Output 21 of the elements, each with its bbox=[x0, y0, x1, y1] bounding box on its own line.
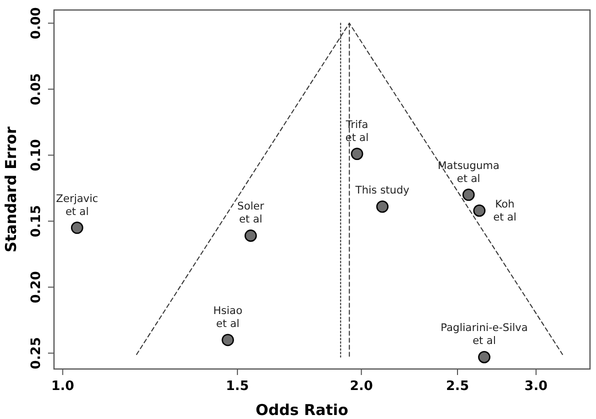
x-tick-label: 3.0 bbox=[524, 379, 548, 394]
x-tick-label: 1.0 bbox=[51, 379, 74, 394]
y-axis-title: Standard Error bbox=[2, 126, 20, 252]
annotation: Hsiao et al bbox=[213, 304, 242, 330]
annotation: This study bbox=[354, 184, 410, 197]
annotation: Pagliarini-e-Silva et al bbox=[440, 322, 528, 348]
annotation: Koh et al bbox=[493, 198, 516, 224]
y-tick-label: 0.05 bbox=[29, 73, 44, 106]
annotation: Trifa et al bbox=[344, 118, 369, 144]
x-axis-title: Odds Ratio bbox=[256, 401, 348, 419]
y-tick-label: 0.15 bbox=[29, 205, 44, 238]
annotation: Soler et al bbox=[237, 200, 265, 226]
annotation: Matsuguma et al bbox=[438, 160, 500, 185]
x-tick-label: 2.0 bbox=[350, 379, 373, 394]
y-tick-label: 0.25 bbox=[29, 337, 44, 370]
x-tick-label: 2.5 bbox=[446, 379, 470, 394]
y-tick-label: 0.10 bbox=[29, 139, 44, 172]
x-tick-label: 1.5 bbox=[226, 379, 249, 394]
annotation: Zerjavic et al bbox=[56, 192, 98, 218]
y-tick-label: 0.20 bbox=[29, 271, 44, 304]
y-tick-label: 0.00 bbox=[29, 7, 44, 40]
